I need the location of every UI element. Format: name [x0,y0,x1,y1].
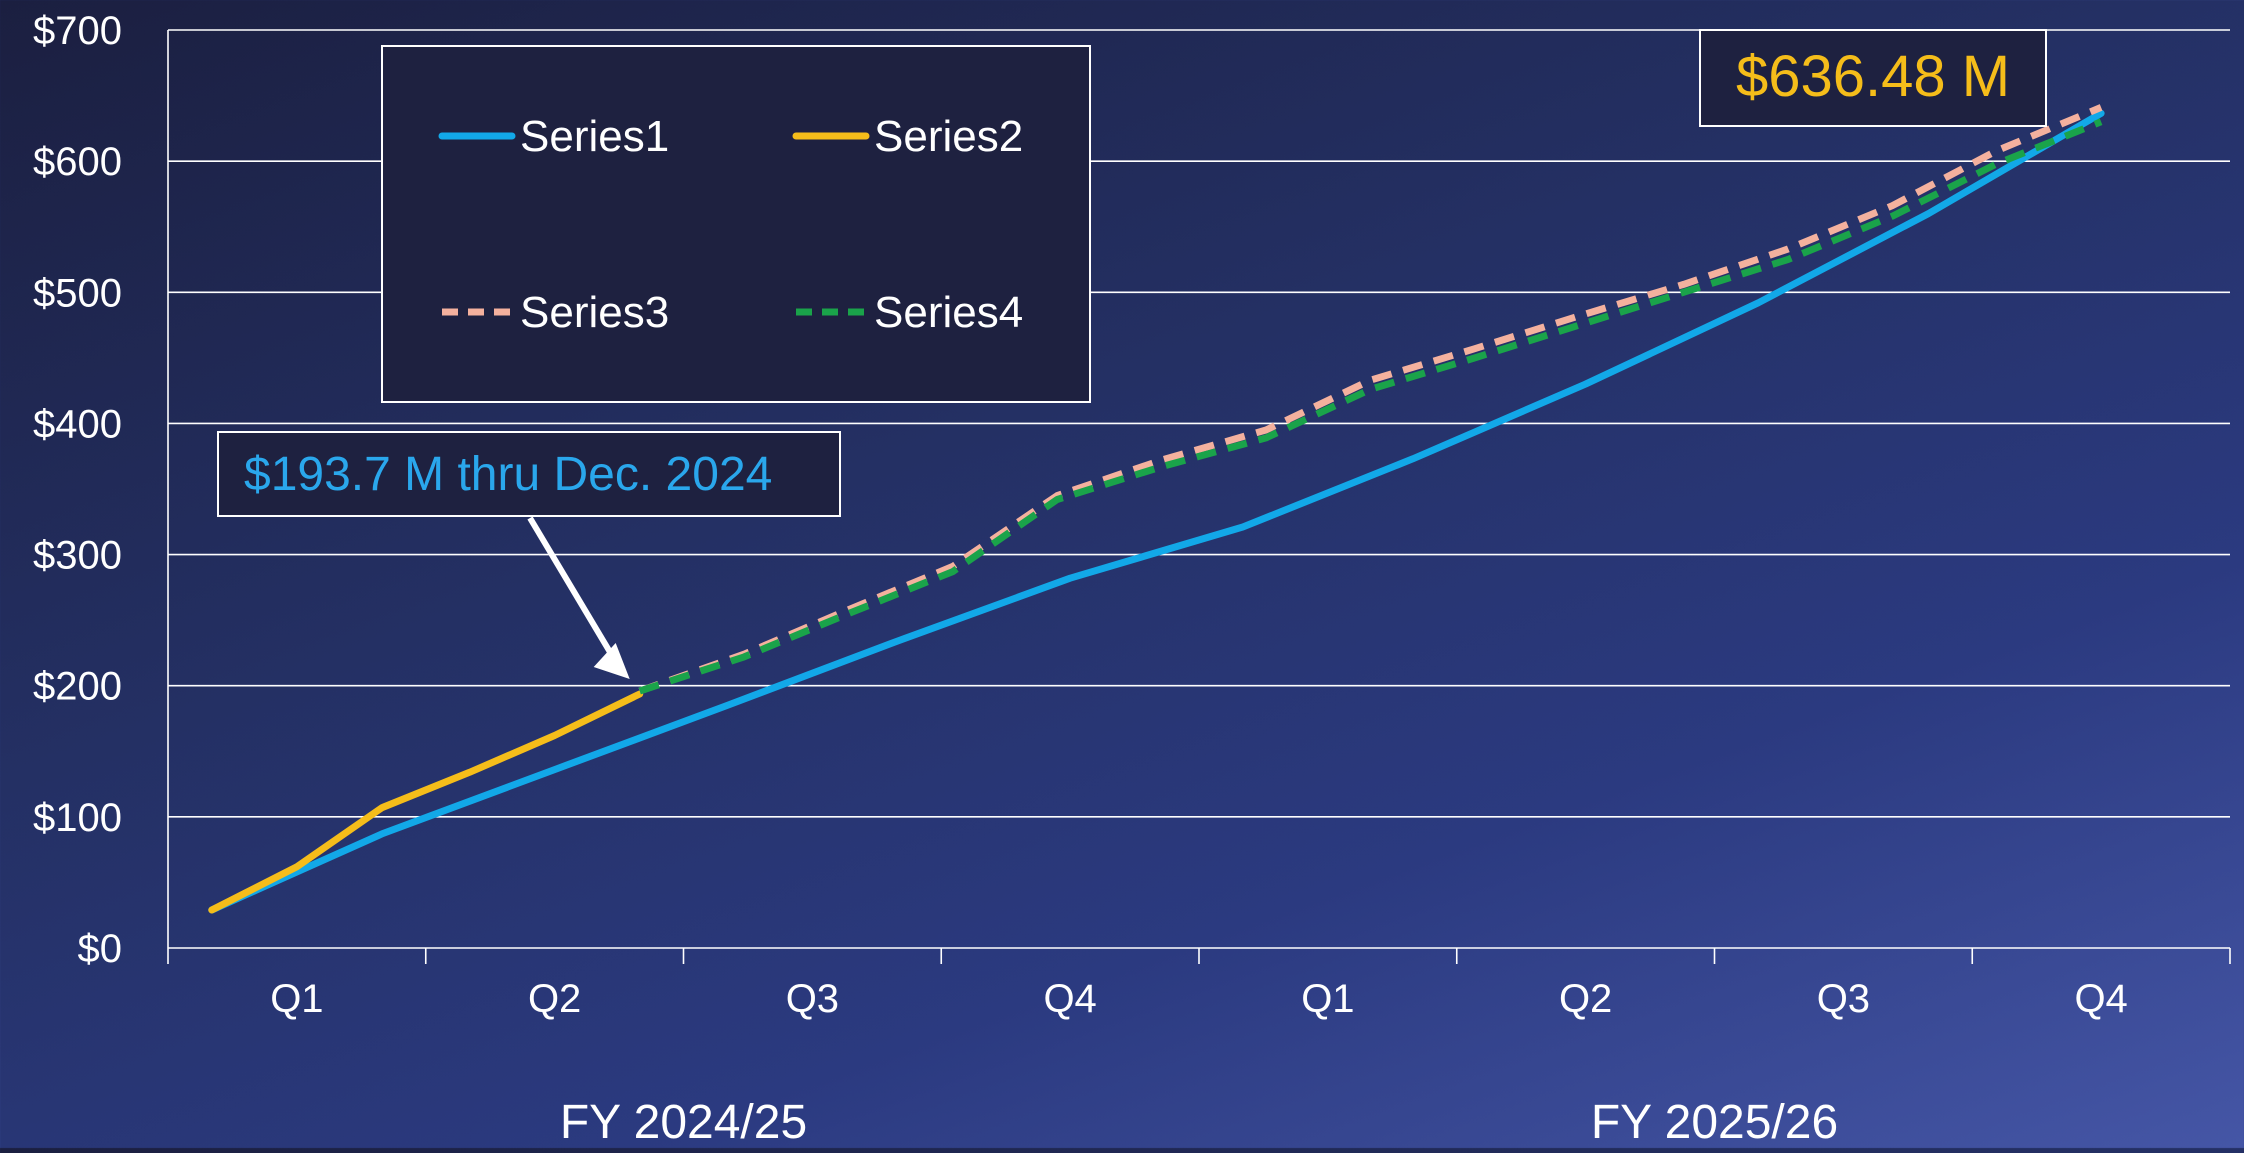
y-tick-label: $0 [78,927,123,971]
legend-label: Series3 [520,288,669,337]
annotation-box [217,431,841,517]
x-tick-label: Q4 [1043,977,1096,1021]
x-tick-label: Q3 [786,977,839,1021]
y-tick-label: $200 [33,665,122,709]
series-line-series1 [208,109,2105,914]
series-line-series2 [208,690,644,914]
y-tick-label: $400 [33,402,122,446]
y-tick-label: $300 [33,534,122,578]
x-tick-label: Q3 [1817,977,1870,1021]
series-line-series3 [638,104,2103,695]
y-tick-label: $600 [33,140,122,184]
x-tick-label: Q1 [270,977,323,1021]
legend-label: Series4 [874,288,1023,337]
legend-box [381,45,1091,403]
x-tick-label: Q2 [1559,977,1612,1021]
x-tick-label: Q1 [1301,977,1354,1021]
total-text: $636.48 M [1736,44,2010,109]
x-group-label: FY 2025/26 [1591,1096,1838,1148]
y-tick-label: $500 [33,271,122,315]
x-group-label: FY 2024/25 [560,1096,807,1148]
legend-label: Series1 [520,112,669,161]
y-tick-label: $100 [33,796,122,840]
x-tick-label: Q4 [2074,977,2127,1021]
legend-label: Series2 [874,112,1023,161]
annotation-arrow-line [527,516,621,667]
x-tick-label: Q2 [528,977,581,1021]
series-line-series4 [638,118,2103,695]
annotation-arrow-head [593,642,630,679]
annotation-text: $193.7 M thru Dec. 2024 [244,448,772,501]
y-tick-label: $700 [33,9,122,53]
total-box [1699,29,2047,127]
